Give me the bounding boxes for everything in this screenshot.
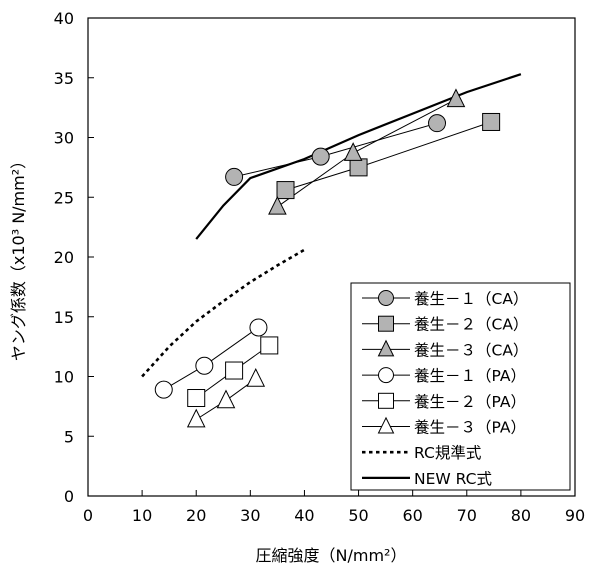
- axes: 0 10 20 30 40 50 60 70 80 90 0 5 10 15 20 25 30 35 40: [54, 9, 586, 525]
- x-axis-label: 圧縮強度（N/mm²）: [256, 546, 407, 565]
- series-0-point-2: [428, 114, 447, 133]
- y-tick-label: 25: [54, 188, 74, 207]
- series-0-point-1: [311, 147, 330, 166]
- series-0-point-0: [225, 167, 244, 186]
- x-tick-label: 30: [240, 506, 260, 525]
- legend-label-7: NEW RC式: [414, 470, 492, 488]
- series-5-point-2: [246, 367, 266, 387]
- series-2-point-1: [343, 142, 363, 161]
- y-tick-label: 30: [54, 129, 74, 148]
- legend-label-4: 養生－２（PA）: [414, 393, 526, 411]
- series-2-point-0: [268, 195, 287, 215]
- y-tick-label: 35: [54, 69, 74, 88]
- series-1-point-1: [349, 158, 368, 177]
- x-tick-label: 40: [294, 506, 314, 525]
- series-3-point-2: [249, 318, 268, 337]
- series-3-point-1: [195, 356, 214, 375]
- x-tick-label: 70: [457, 506, 477, 525]
- legend-label-5: 養生－３（PA）: [414, 419, 526, 437]
- series-4-point-1: [225, 361, 244, 380]
- series-4-point-0: [187, 389, 206, 408]
- markers: [154, 88, 501, 428]
- series-3-point-0: [154, 380, 173, 399]
- legend-marker-5: [377, 416, 395, 434]
- legend-label-1: 養生－２（CA）: [414, 316, 528, 334]
- series-2-point-2: [446, 88, 466, 108]
- legend-marker-0: [378, 290, 394, 306]
- legend-marker-4: [378, 392, 394, 409]
- rc-standard-curve: [141, 248, 306, 378]
- series-5-point-1: [216, 389, 236, 409]
- legend-label-0: 養生－１（CA）: [414, 290, 528, 308]
- y-tick-label: 20: [54, 248, 74, 267]
- series-4-point-2: [260, 336, 279, 355]
- series-5-point-0: [186, 408, 206, 428]
- x-tick-label: 10: [132, 506, 152, 525]
- legend-marker-3: [378, 367, 394, 384]
- legend-label-3: 養生－１（PA）: [414, 367, 526, 385]
- x-tick-label: 50: [348, 506, 368, 525]
- x-tick-label: 80: [511, 506, 531, 525]
- series-1-point-2: [482, 112, 501, 131]
- y-tick-label: 0: [64, 487, 74, 506]
- x-tick-label: 20: [186, 506, 206, 525]
- x-tick-label: 90: [565, 506, 585, 525]
- legend-marker-1: [378, 315, 394, 332]
- y-tick-label: 5: [64, 427, 74, 446]
- series-1-point-0: [276, 181, 295, 200]
- y-tick-label: 10: [54, 368, 74, 387]
- x-tick-label: 60: [402, 506, 422, 525]
- legend-label-2: 養生－３（CA）: [414, 341, 528, 359]
- x-tick-label: 0: [83, 506, 93, 525]
- y-axis-label: ヤング係数（x10³ N/mm²）: [9, 153, 28, 361]
- y-tick-label: 40: [54, 9, 74, 28]
- legend-marker-2: [377, 339, 395, 357]
- legend: 養生－１（CA） 養生－２（CA） 養生－３（CA） 養生－１（PA） 養生－２（PA）…: [350, 282, 571, 491]
- y-tick-label: 15: [54, 308, 74, 327]
- legend-label-6: RC規準式: [414, 444, 481, 462]
